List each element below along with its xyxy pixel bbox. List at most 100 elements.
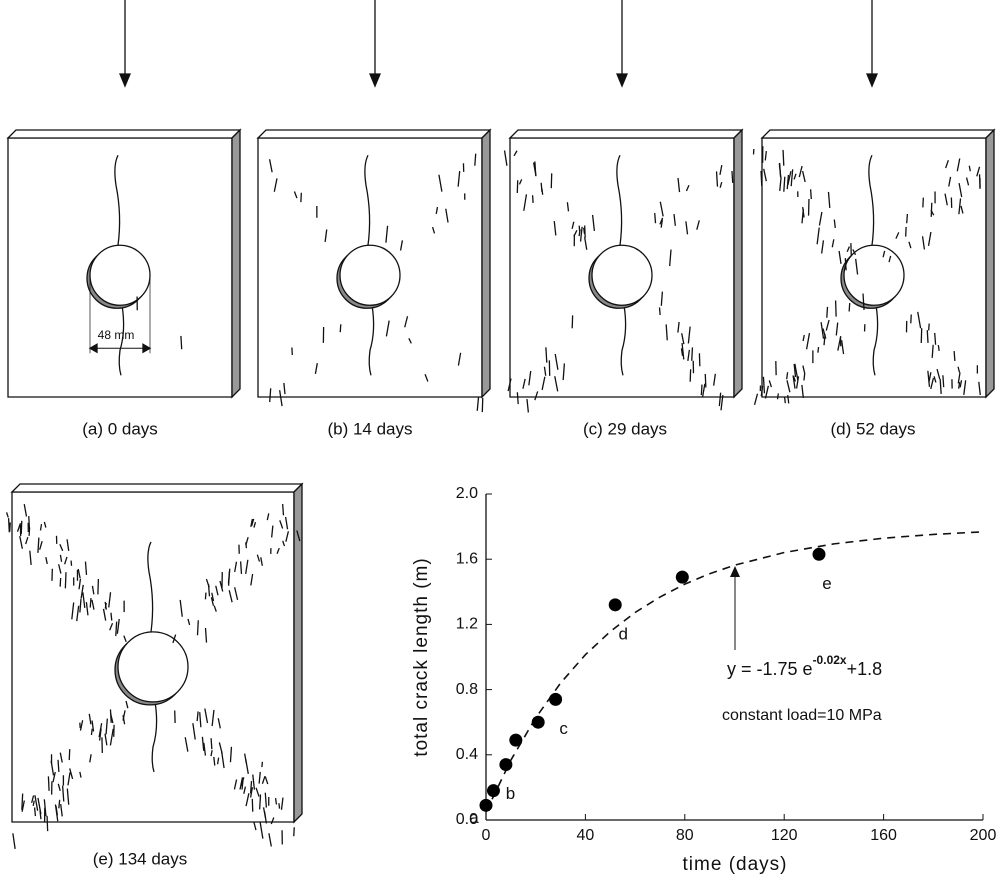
crack <box>52 771 56 783</box>
crack <box>37 797 42 815</box>
crack <box>948 176 952 187</box>
main-crack <box>151 701 158 773</box>
crack <box>801 209 804 224</box>
crack <box>802 365 806 374</box>
x-tick-label: 120 <box>771 827 798 844</box>
crack <box>204 708 209 724</box>
crack <box>21 793 24 810</box>
crack <box>562 363 566 381</box>
data-point <box>549 692 563 706</box>
specimen-top <box>508 129 744 139</box>
crack <box>895 232 900 239</box>
crack <box>259 822 264 839</box>
crack <box>424 373 429 382</box>
crack <box>957 372 961 384</box>
crack <box>172 634 177 644</box>
specimen-side <box>481 128 491 399</box>
crack <box>285 531 290 542</box>
crack <box>681 342 685 360</box>
hole <box>89 244 151 306</box>
crack <box>57 564 62 574</box>
crack <box>122 710 126 721</box>
crack <box>253 521 257 528</box>
crack <box>540 182 543 192</box>
dimension-label: 48 mm <box>98 328 135 342</box>
crack <box>43 521 47 528</box>
crack <box>204 592 207 600</box>
crack <box>554 376 559 392</box>
crack <box>314 362 318 374</box>
crack <box>79 599 82 613</box>
crack <box>835 322 839 336</box>
crack <box>88 713 92 725</box>
data-point <box>608 598 622 612</box>
crack <box>928 372 932 383</box>
crack <box>681 333 685 345</box>
crack <box>827 191 831 208</box>
crack <box>109 622 114 631</box>
crack <box>187 618 191 626</box>
crack <box>687 349 691 361</box>
crack <box>249 780 253 794</box>
crack <box>104 602 107 609</box>
crack <box>939 378 942 394</box>
crack <box>677 321 680 333</box>
crack <box>700 384 703 396</box>
x-tick-label: 80 <box>676 827 694 844</box>
crack <box>282 540 286 547</box>
crack <box>659 217 664 225</box>
crack <box>958 198 962 215</box>
crack <box>685 184 690 192</box>
crack <box>210 597 215 606</box>
y-tick-label: 2.0 <box>456 485 478 502</box>
equation: y = -1.75 e-0.02x+1.8 <box>727 653 882 679</box>
crack <box>787 395 790 404</box>
crack <box>279 520 284 529</box>
crack <box>435 206 439 214</box>
crack <box>19 535 24 549</box>
crack <box>554 353 559 370</box>
crack <box>934 332 937 345</box>
crack <box>513 150 518 157</box>
crack <box>233 779 238 790</box>
crack <box>399 240 404 251</box>
crack <box>123 635 127 643</box>
data-point <box>479 798 493 812</box>
crack <box>685 221 689 235</box>
crack <box>474 153 477 166</box>
crack <box>906 213 909 224</box>
data-point <box>531 715 545 729</box>
crack <box>89 598 92 608</box>
panel-caption: (b) 14 days <box>327 419 412 438</box>
specimen-top <box>6 129 242 139</box>
crack <box>782 149 785 166</box>
crack <box>776 393 780 400</box>
crack <box>249 787 254 798</box>
crack <box>125 700 129 709</box>
crack <box>273 178 278 192</box>
crack <box>926 330 929 343</box>
crack <box>805 333 811 350</box>
crack <box>801 170 806 183</box>
crack <box>296 530 301 542</box>
point-label: b <box>506 784 515 803</box>
crack <box>760 170 763 187</box>
crack <box>39 524 43 531</box>
crack <box>57 759 60 772</box>
crack <box>253 821 257 831</box>
crack <box>696 220 700 230</box>
crack <box>818 211 823 226</box>
crack <box>713 373 716 386</box>
crack <box>408 338 412 344</box>
crack <box>660 291 664 306</box>
crack <box>701 383 706 398</box>
data-point <box>486 784 500 798</box>
crack <box>677 177 681 193</box>
crack <box>47 776 50 791</box>
crack <box>960 205 964 214</box>
crack <box>768 380 773 388</box>
x-tick-label: 200 <box>970 827 997 844</box>
crack <box>385 320 390 337</box>
crack <box>933 376 937 383</box>
crack <box>196 711 199 722</box>
